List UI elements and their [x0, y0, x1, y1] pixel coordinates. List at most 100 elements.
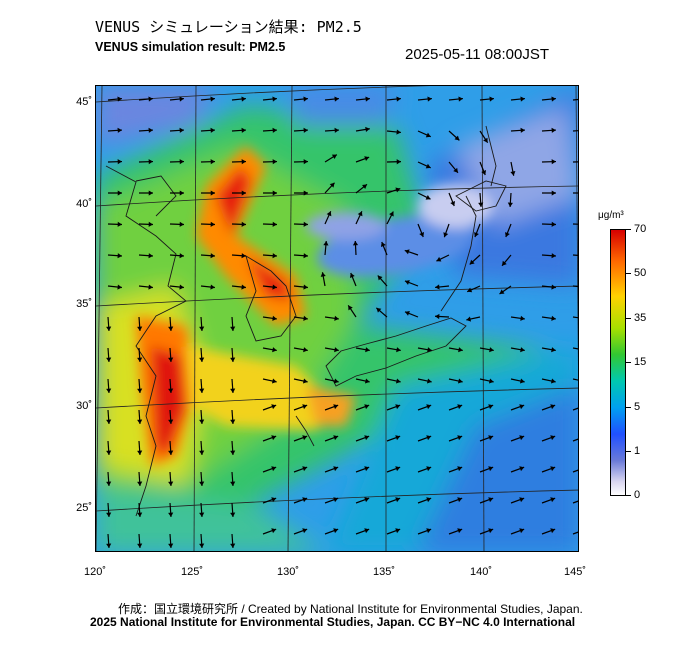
- wind-arrow-head: [551, 96, 556, 102]
- wind-arrow-head: [272, 159, 277, 165]
- colorbar-unit: μg/m³: [598, 210, 624, 221]
- wind-arrow-head: [302, 497, 308, 503]
- wind-arrow-head: [323, 241, 329, 246]
- wind-arrow-head: [148, 190, 153, 196]
- wind-arrow-head: [365, 126, 370, 132]
- wind-arrow-head: [210, 221, 215, 227]
- wind-arrow-head: [179, 190, 184, 196]
- wind-arrow-head: [365, 96, 370, 102]
- wind-arrow-head: [457, 466, 463, 472]
- wind-arrow-head: [457, 378, 463, 384]
- wind-arrow-head: [168, 543, 174, 548]
- colorbar-tick: [626, 318, 631, 319]
- wind-arrow-head: [168, 419, 174, 424]
- wind-arrow-head: [362, 184, 367, 190]
- wind-arrow-head: [179, 253, 184, 259]
- wind-arrow-head: [333, 466, 339, 472]
- pm25-map: [95, 85, 579, 552]
- wind-arrow-head: [329, 182, 335, 188]
- wind-arrow-head: [106, 543, 112, 548]
- wind-arrow-head: [210, 127, 215, 133]
- wind-arrow: [572, 438, 578, 442]
- wind-arrow-head: [395, 435, 401, 441]
- wind-arrow-head: [551, 221, 556, 227]
- wind-arrow-head: [334, 96, 339, 102]
- wind-arrow-head: [272, 347, 277, 353]
- wind-arrow-head: [550, 404, 556, 410]
- wind-arrow-head: [230, 481, 236, 486]
- wind-arrow-head: [520, 96, 525, 102]
- wind-arrow-head: [457, 404, 463, 410]
- wind-arrow-head: [481, 170, 487, 175]
- coastlines: [105, 125, 507, 517]
- wind-arrow-head: [551, 190, 556, 196]
- wind-arrow-head: [137, 450, 143, 455]
- wind-arrow-head: [426, 378, 432, 384]
- wind-arrow-head: [117, 159, 122, 165]
- wind-arrow-head: [302, 466, 308, 472]
- wind-arrow-head: [352, 241, 359, 246]
- wind-arrow-head: [551, 315, 556, 321]
- wind-arrow-head: [241, 159, 246, 165]
- wind-arrow-head: [106, 388, 112, 393]
- colorbar-tick: [626, 495, 631, 496]
- wind-arrow-head: [326, 211, 332, 217]
- colorbar-label-50: 50: [634, 267, 647, 279]
- wind-arrow-head: [488, 466, 494, 472]
- colorbar-label-70: 70: [634, 223, 647, 235]
- wind-arrow-head: [404, 311, 410, 316]
- wind-arrow-head: [199, 357, 205, 362]
- wind-arrow-head: [272, 127, 277, 133]
- wind-arrow-head: [348, 305, 353, 311]
- wind-arrow-head: [168, 388, 174, 393]
- wind-arrow-head: [349, 273, 355, 278]
- lon-label-125: 125˚: [180, 566, 204, 578]
- wind-arrow-head: [380, 242, 386, 247]
- wind-arrow-head: [117, 221, 122, 227]
- wind-arrow-head: [117, 190, 122, 196]
- colorbar-tick: [626, 407, 631, 408]
- wind-arrow-head: [426, 466, 432, 472]
- wind-arrow-head: [271, 378, 277, 384]
- wind-arrow-head: [364, 156, 370, 162]
- wind-arrow-head: [458, 347, 463, 353]
- colorbar: [610, 229, 626, 496]
- wind-arrow-head: [168, 357, 174, 362]
- wind-arrow-head: [364, 497, 370, 503]
- wind-arrow-head: [303, 315, 308, 321]
- wind-arrow-head: [333, 404, 339, 410]
- wind-arrow-head: [457, 497, 463, 503]
- wind-arrow: [572, 347, 578, 350]
- wind-arrow-head: [505, 232, 510, 238]
- wind-arrow-head: [137, 388, 143, 393]
- wind-arrow-head: [199, 419, 205, 424]
- wind-arrow-head: [334, 347, 339, 353]
- wind-arrow: [572, 285, 578, 288]
- wind-arrow: [572, 500, 578, 504]
- wind-arrow: [572, 531, 578, 535]
- wind-arrow-head: [457, 528, 463, 534]
- lon-label-130: 130˚: [276, 566, 300, 578]
- wind-arrow-head: [396, 96, 401, 102]
- wind-arrow-head: [426, 404, 432, 410]
- wind-arrow-head: [357, 211, 363, 217]
- wind-arrow-head: [210, 96, 215, 102]
- wind-arrow-head: [333, 528, 339, 534]
- wind-arrow-head: [168, 481, 174, 486]
- wind-arrow-head: [519, 528, 525, 534]
- wind-arrow-head: [199, 326, 205, 331]
- wind-arrow-head: [106, 512, 112, 517]
- wind-arrow-head: [519, 404, 525, 410]
- wind-arrow-head: [148, 127, 153, 133]
- wind-arrow-head: [396, 159, 401, 165]
- wind-arrow-head: [519, 435, 525, 441]
- wind-arrow: [572, 254, 578, 256]
- lon-label-120: 120˚: [83, 566, 107, 578]
- colorbar-tick: [626, 229, 631, 230]
- wind-arrow-head: [303, 253, 308, 259]
- credit-line: 作成：国立環境研究所 / Created by National Institu…: [118, 602, 583, 616]
- wind-arrow-head: [395, 528, 401, 534]
- wind-arrow-head: [395, 378, 401, 384]
- wind-arrow-head: [425, 163, 431, 169]
- wind-arrow-head: [106, 450, 112, 455]
